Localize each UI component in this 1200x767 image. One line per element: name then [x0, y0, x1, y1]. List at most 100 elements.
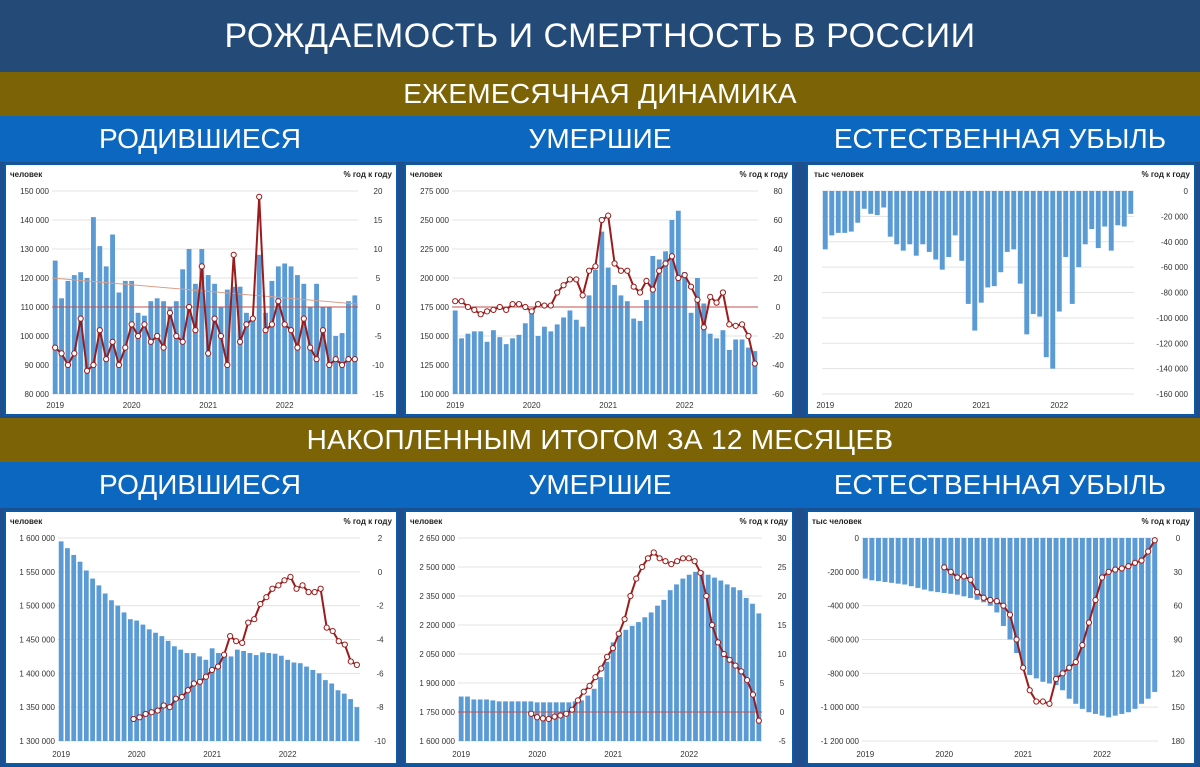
y2-tick-label: -20: [772, 332, 784, 341]
bar: [907, 191, 913, 245]
bar: [203, 659, 209, 741]
series-point: [605, 212, 612, 219]
series-point: [639, 563, 646, 571]
y-tick-label: 100 000: [420, 390, 449, 399]
bar: [650, 255, 656, 394]
bar: [91, 217, 96, 394]
bar: [712, 577, 717, 741]
bar: [733, 339, 739, 394]
bar: [935, 538, 941, 593]
bar: [624, 301, 630, 394]
y-axis-label: человек: [410, 517, 443, 526]
y2-tick-label: 0: [378, 568, 383, 577]
col-births-title: РОДИВШИЕСЯ: [99, 123, 301, 154]
x-year-label: 2020: [894, 401, 912, 410]
section-monthly-title: ЕЖЕМЕСЯЧНАЯ ДИНАМИКА: [0, 72, 1200, 116]
series-point: [211, 315, 218, 322]
bar: [1007, 538, 1013, 640]
y-tick-label: 125 000: [420, 361, 449, 370]
y-tick-label: -400 000: [827, 602, 859, 611]
series-point: [522, 303, 529, 311]
bar: [948, 538, 954, 594]
y2-tick-label: 60: [1174, 602, 1183, 611]
bar: [1033, 538, 1039, 679]
y2-tick-label: 2: [378, 534, 383, 543]
series-point: [691, 558, 698, 565]
y-tick-label: 1 600 000: [19, 534, 55, 543]
series-point: [947, 568, 954, 575]
series-point: [633, 575, 640, 582]
bar: [585, 695, 591, 741]
series-point: [585, 267, 593, 274]
bar: [1014, 538, 1020, 654]
series-point: [166, 309, 174, 316]
x-year-label: 2021: [972, 401, 990, 410]
bar: [1063, 191, 1069, 257]
bar: [739, 339, 745, 394]
y2-tick-label: -6: [376, 669, 384, 678]
bar: [186, 249, 192, 394]
chart-natural-cumulative: тыс человек % год к году -1 200 000 -1 000 …: [806, 510, 1196, 765]
series-point: [136, 714, 143, 721]
series-point: [185, 303, 193, 311]
series-point: [294, 344, 301, 351]
series-point: [251, 616, 258, 623]
bar: [1152, 538, 1158, 692]
bar: [154, 298, 160, 394]
bar: [913, 191, 919, 256]
bar: [1119, 538, 1125, 714]
bar: [889, 538, 895, 583]
y-tick-label: -600 000: [827, 636, 859, 645]
y-tick-label: -120 000: [1156, 339, 1188, 348]
series-point: [697, 569, 704, 576]
bar: [193, 283, 198, 394]
section-cumulative-title: НАКОПЛЕННЫМ ИТОГОМ ЗА 12 МЕСЯЦЕВ: [0, 418, 1200, 462]
bar: [1095, 191, 1101, 249]
bar: [605, 267, 611, 394]
bar: [998, 191, 1004, 273]
bar: [278, 655, 284, 741]
y2-tick-label: -8: [376, 703, 384, 712]
y-tick-label: 90 000: [25, 361, 50, 370]
bar: [59, 298, 64, 394]
page-title: РОЖДАЕМОСТЬ И СМЕРТНОСТЬ В РОССИИ: [0, 0, 1200, 72]
series-point: [960, 573, 968, 580]
series-point: [745, 332, 752, 340]
bar: [572, 701, 578, 741]
series-point: [239, 639, 246, 646]
series-point: [685, 555, 692, 562]
bar: [116, 292, 122, 394]
y-axis-label: человек: [10, 170, 43, 179]
y-tick-label: 200 000: [420, 274, 449, 283]
series-point: [749, 691, 757, 698]
bar: [275, 266, 281, 394]
bar: [148, 301, 154, 394]
bar: [90, 578, 95, 741]
series-point: [674, 558, 681, 565]
bar: [180, 269, 186, 394]
bar: [875, 538, 881, 582]
bar: [333, 336, 339, 394]
series-point: [720, 650, 727, 658]
bar: [509, 701, 515, 741]
series-point: [281, 577, 288, 584]
series-point: [551, 713, 558, 720]
series-point: [154, 332, 161, 340]
bar: [554, 324, 560, 394]
bar: [354, 707, 360, 741]
bar: [675, 210, 681, 394]
series-point: [122, 344, 129, 351]
bar: [304, 666, 309, 741]
y-tick-label: 2 050 000: [419, 650, 455, 659]
bar: [612, 284, 617, 394]
col-natural-title-2: ЕСТЕСТВЕННАЯ УБЫЛЬ: [833, 469, 1167, 500]
series-point: [1046, 700, 1053, 707]
series-point: [329, 627, 336, 635]
series-point: [275, 298, 282, 305]
series-point: [713, 299, 720, 306]
y2-tick-label: 60: [774, 216, 783, 225]
bar: [272, 653, 278, 741]
bar: [316, 673, 322, 741]
bar: [1132, 538, 1138, 709]
bar: [471, 699, 477, 741]
